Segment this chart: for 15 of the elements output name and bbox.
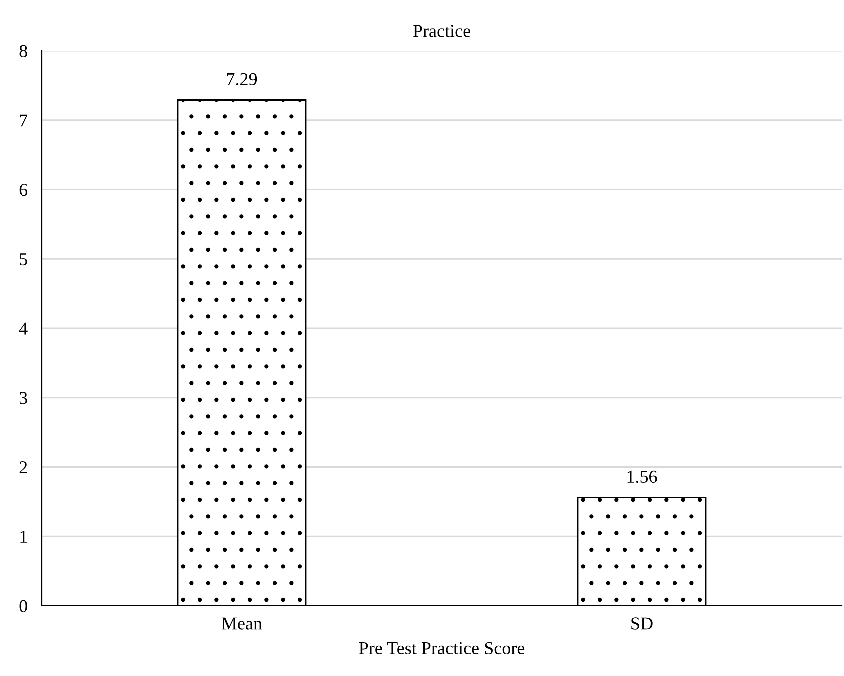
x-tick-label: Mean (222, 618, 262, 630)
y-tick-label: 1 (20, 530, 28, 543)
data-label: 1.56 (628, 470, 658, 484)
data-label: 7.29 (227, 73, 258, 86)
y-tick-label: 6 (20, 184, 28, 196)
y-tick-label: 7 (20, 114, 28, 127)
x-axis-title: Pre Test Practice Score (359, 642, 525, 655)
y-tick-label: 4 (19, 322, 28, 335)
y-tick-label: 0 (20, 600, 28, 612)
y-tick-label: 8 (20, 45, 28, 58)
y-tick-label: 2 (20, 462, 28, 474)
y-tick-label: 3 (20, 392, 28, 404)
chart-title: Practice (413, 25, 470, 38)
y-tick-label: 5 (20, 254, 28, 266)
x-tick-label: SD (632, 618, 653, 630)
